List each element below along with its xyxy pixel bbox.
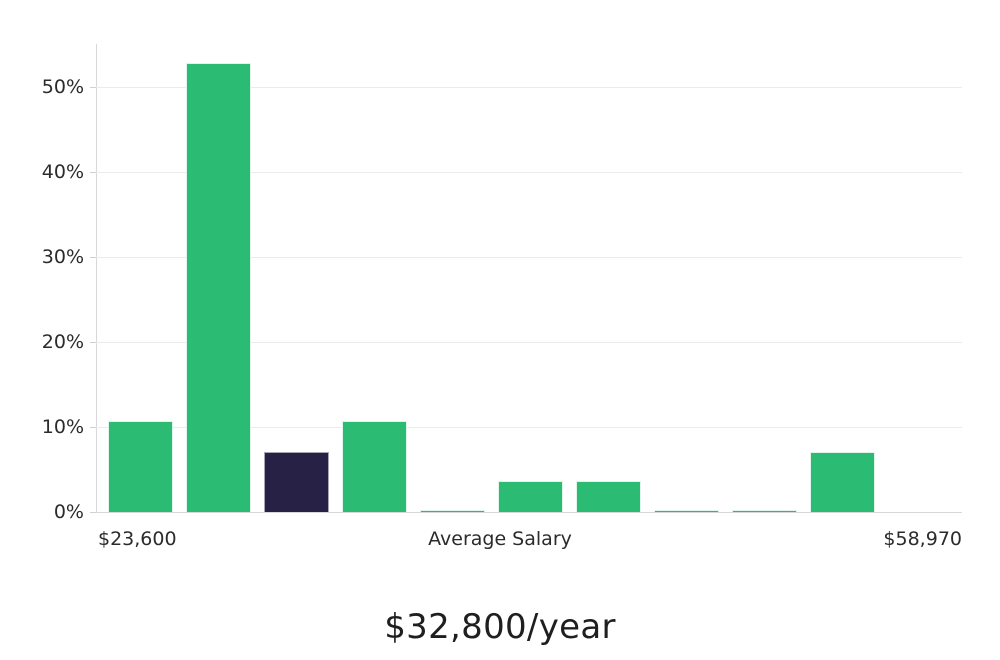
y-axis-tick-label: 30%: [41, 245, 84, 268]
y-axis-spine: [96, 44, 97, 512]
chart-caption: $32,800/year: [384, 607, 616, 647]
gridline: [96, 426, 962, 428]
tick-mark: [90, 426, 96, 428]
tick-mark: [90, 86, 96, 88]
gridline: [96, 256, 962, 258]
x-axis-title: Average Salary: [428, 528, 572, 550]
bar[interactable]: [420, 509, 485, 512]
bar-highlighted[interactable]: [264, 451, 329, 512]
plot-area: 0% 10% 20% 30% 40% 50%: [42, 44, 962, 523]
gridline: [96, 171, 962, 173]
gridline: [96, 341, 962, 343]
y-axis-tick-label: 10%: [41, 415, 84, 438]
bar[interactable]: [654, 509, 719, 512]
bar[interactable]: [576, 481, 641, 512]
x-axis-left-label: $23,600: [98, 528, 177, 550]
bar[interactable]: [810, 452, 875, 512]
tick-mark: [90, 341, 96, 343]
y-axis-tick-label: 0%: [53, 501, 84, 523]
y-axis-tick-label: 40%: [41, 160, 84, 183]
bar[interactable]: [108, 420, 173, 512]
y-axis-tick-label: 20%: [41, 330, 84, 353]
x-axis-right-label: $58,970: [883, 528, 962, 550]
tick-mark: [90, 256, 96, 258]
bar[interactable]: [498, 481, 563, 512]
bar-series: [96, 44, 962, 512]
x-axis-baseline: [96, 512, 962, 513]
gridline: [96, 86, 962, 88]
tick-mark: [90, 512, 96, 513]
y-axis-tick-label: 50%: [41, 75, 84, 98]
bar[interactable]: [186, 62, 251, 512]
tick-mark: [90, 171, 96, 173]
bar[interactable]: [732, 509, 797, 512]
bar[interactable]: [342, 420, 407, 512]
